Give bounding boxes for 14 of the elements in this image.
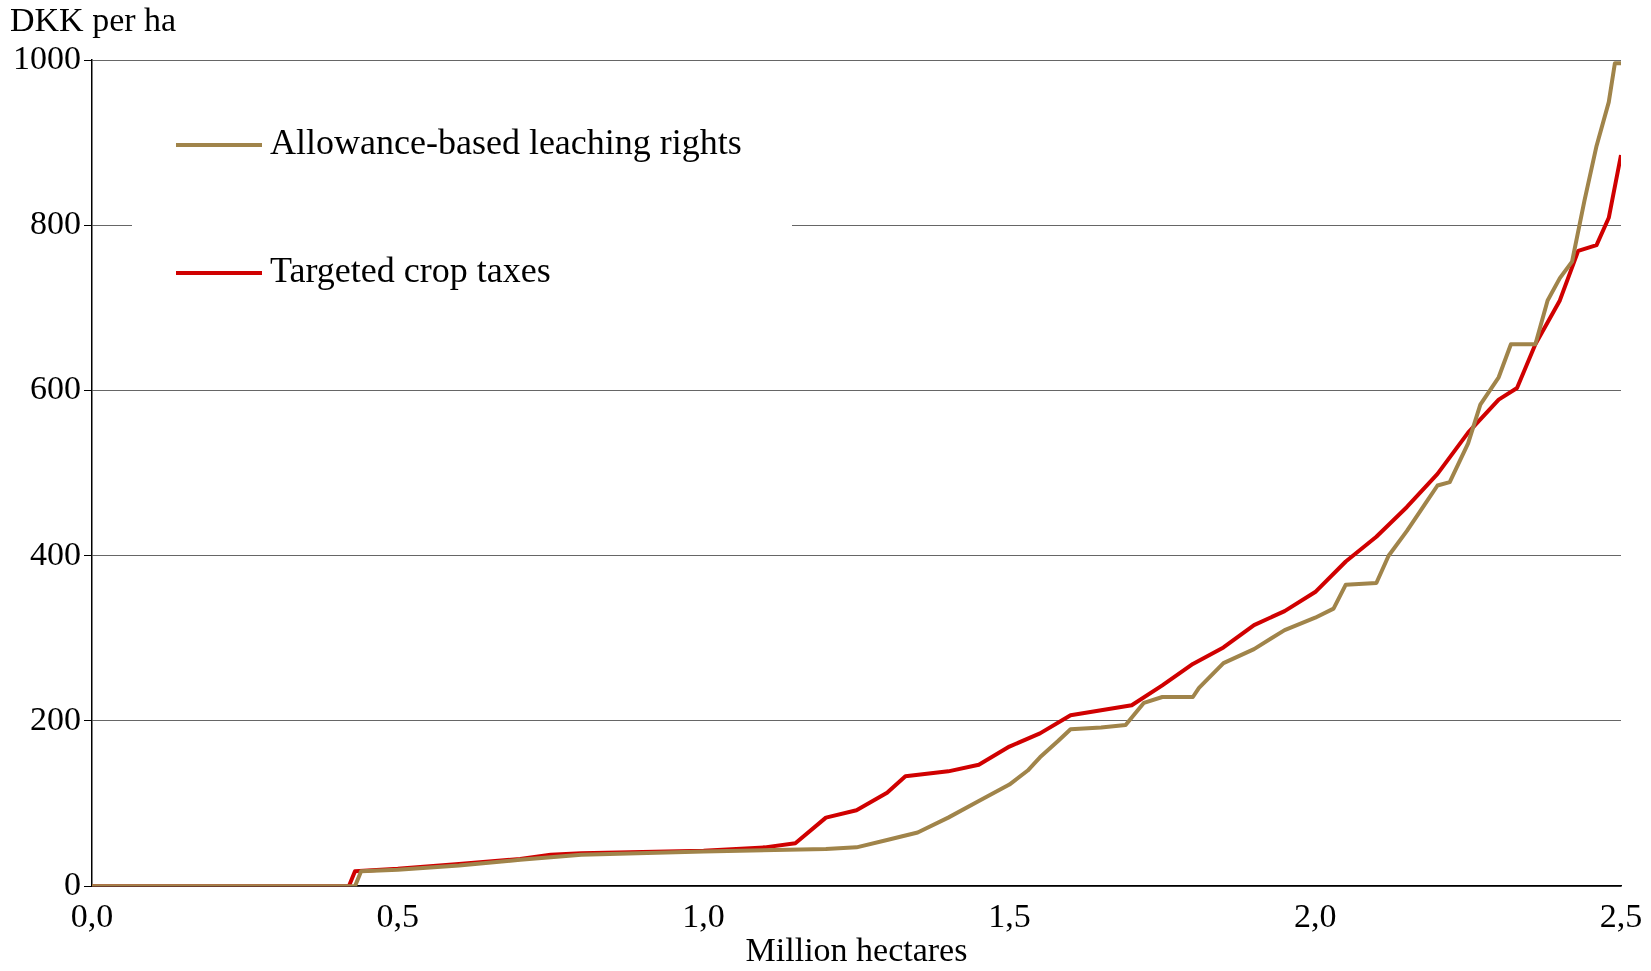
y-axis-title: DKK per ha [10, 0, 177, 38]
legend-label: Targeted crop taxes [270, 250, 551, 291]
y-tick-label: 200 [30, 699, 81, 737]
x-tick-label: 2,5 [1599, 896, 1643, 934]
x-tick-label: 1,0 [682, 896, 725, 934]
y-tick-label: 400 [30, 534, 81, 572]
x-tick-label: 2,0 [1293, 896, 1337, 934]
x-tick-label: 1,5 [988, 896, 1031, 934]
x-axis-title: Million hectares [745, 930, 968, 968]
y-tick-label: 600 [30, 369, 81, 407]
legend-label: Allowance-based leaching rights [270, 122, 742, 163]
y-tick-label: 800 [30, 204, 81, 242]
x-tick-label: 0,5 [376, 896, 420, 934]
y-tick-label: 1000 [13, 38, 81, 76]
